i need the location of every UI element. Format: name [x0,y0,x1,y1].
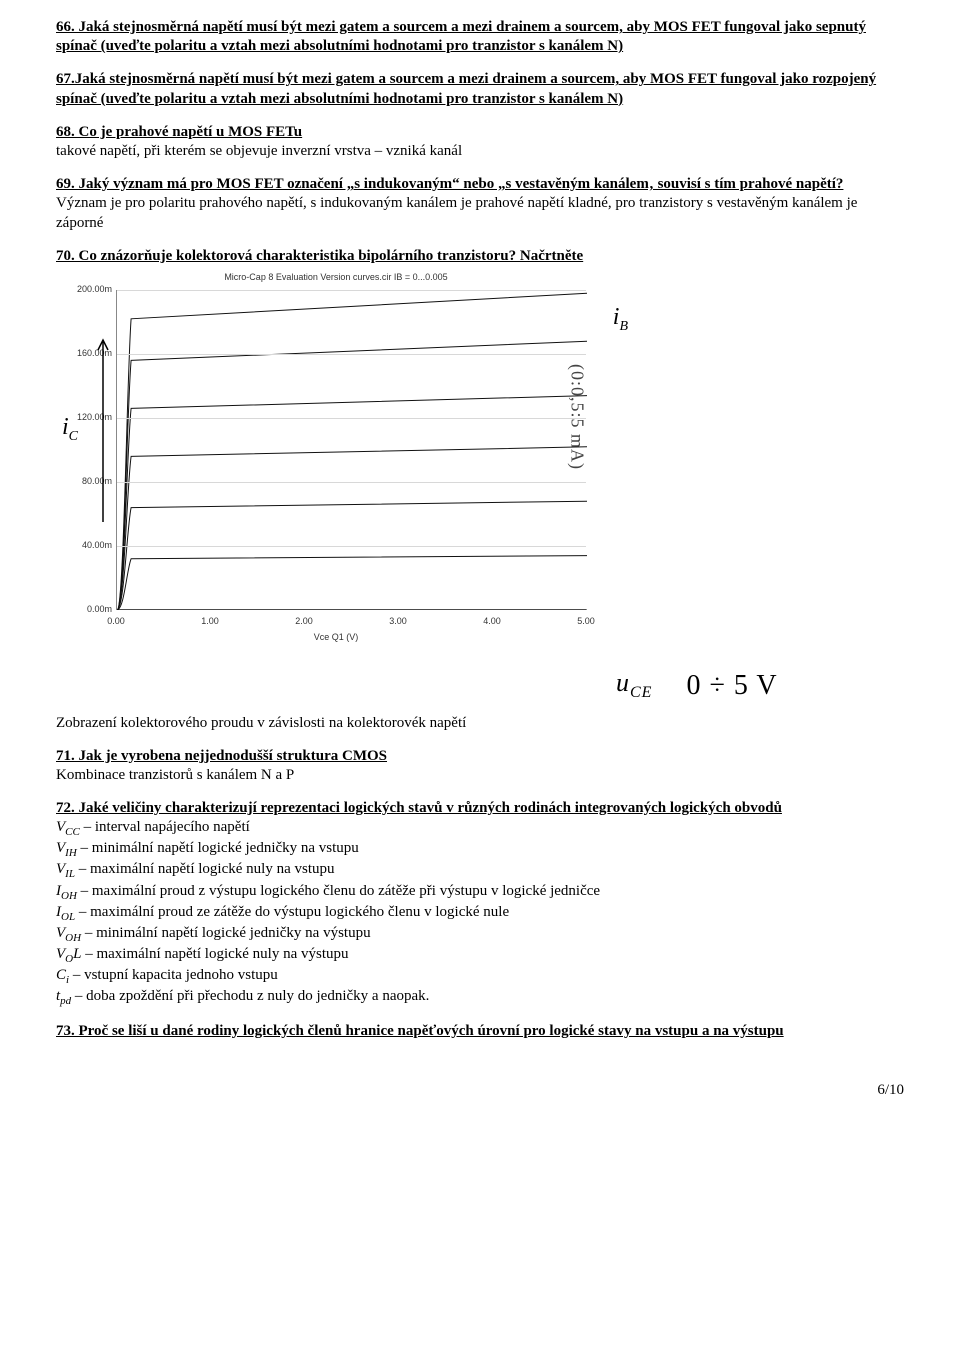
q68-answer: takové napětí, při kterém se objevuje in… [56,143,462,159]
param-line: VOL – maximální napětí logické nuly na v… [56,945,904,966]
question-68: 68. Co je prahové napětí u MOS FETu tako… [56,123,904,161]
chart-xtick: 3.00 [389,616,407,628]
chart-x-label: Vce Q1 (V) [56,632,616,644]
chart-plot-area: (0:0,5:5 mA) iB [116,290,586,610]
question-72: 72. Jaké veličiny charakterizují repreze… [56,799,904,1008]
q70-answer-block: Zobrazení kolektorového proudu v závislo… [56,714,904,733]
page-footer: 6/10 [56,1081,904,1100]
q67-title: 67.Jaká stejnosměrná napětí musí být mez… [56,71,876,106]
param-line: VIL – maximální napětí logické nuly na v… [56,860,904,881]
ic-arrow-icon [94,332,112,532]
question-71: 71. Jak je vyrobena nejjednodušší strukt… [56,747,904,785]
q68-title: 68. Co je prahové napětí u MOS FETu [56,124,302,140]
chart-caption: Micro-Cap 8 Evaluation Version curves.ci… [56,272,616,284]
uce-symbol: uCE [616,666,652,704]
q73-title: 73. Proč se liší u dané rodiny logických… [56,1023,784,1039]
chart-xtick: 2.00 [295,616,313,628]
question-70: 70. Co znázorňuje kolektorová charakteri… [56,247,904,266]
chart-ytick: 200.00m [68,284,112,296]
question-66: 66. Jaká stejnosměrná napětí musí být me… [56,18,904,56]
q72-param-list: VCC – interval napájecího napětíVIH – mi… [56,818,904,1008]
q72-title: 72. Jaké veličiny charakterizují repreze… [56,800,782,816]
q69-title: 69. Jaký význam má pro MOS FET označení … [56,176,843,192]
chart-xtick: 0.00 [107,616,125,628]
uce-range-row: uCE 0 ÷ 5 V [56,666,904,704]
chart-ytick: 0.00m [68,604,112,616]
chart-xtick: 5.00 [577,616,595,628]
q71-title: 71. Jak je vyrobena nejjednodušší strukt… [56,748,387,764]
collector-characteristic-chart: Micro-Cap 8 Evaluation Version curves.ci… [56,272,616,662]
question-67: 67.Jaká stejnosměrná napětí musí být mez… [56,70,904,108]
chart-xtick: 1.00 [201,616,219,628]
q71-answer: Kombinace tranzistorů s kanálem N a P [56,767,294,783]
param-line: tpd – doba zpoždění při přechodu z nuly … [56,987,904,1008]
param-line: Ci – vstupní kapacita jednoho vstupu [56,966,904,987]
ib-axis-label: iB [613,302,628,336]
uce-range: 0 ÷ 5 V [686,668,777,704]
chart-xtick: 4.00 [483,616,501,628]
q70-answer: Zobrazení kolektorového proudu v závislo… [56,715,466,731]
param-line: VCC – interval napájecího napětí [56,818,904,839]
param-line: IOL – maximální proud ze zátěže do výstu… [56,903,904,924]
question-73: 73. Proč se liší u dané rodiny logických… [56,1022,904,1041]
param-line: VIH – minimální napětí logické jedničky … [56,839,904,860]
q66-title: 66. Jaká stejnosměrná napětí musí být me… [56,19,866,54]
question-69: 69. Jaký význam má pro MOS FET označení … [56,175,904,233]
param-line: IOH – maximální proud z výstupu logickéh… [56,882,904,903]
ic-axis-label: iC [62,412,78,446]
param-line: VOH – minimální napětí logické jedničky … [56,924,904,945]
q70-title: 70. Co znázorňuje kolektorová charakteri… [56,248,583,264]
chart-ytick: 40.00m [68,540,112,552]
q69-answer: Význam je pro polaritu prahového napětí,… [56,195,857,230]
